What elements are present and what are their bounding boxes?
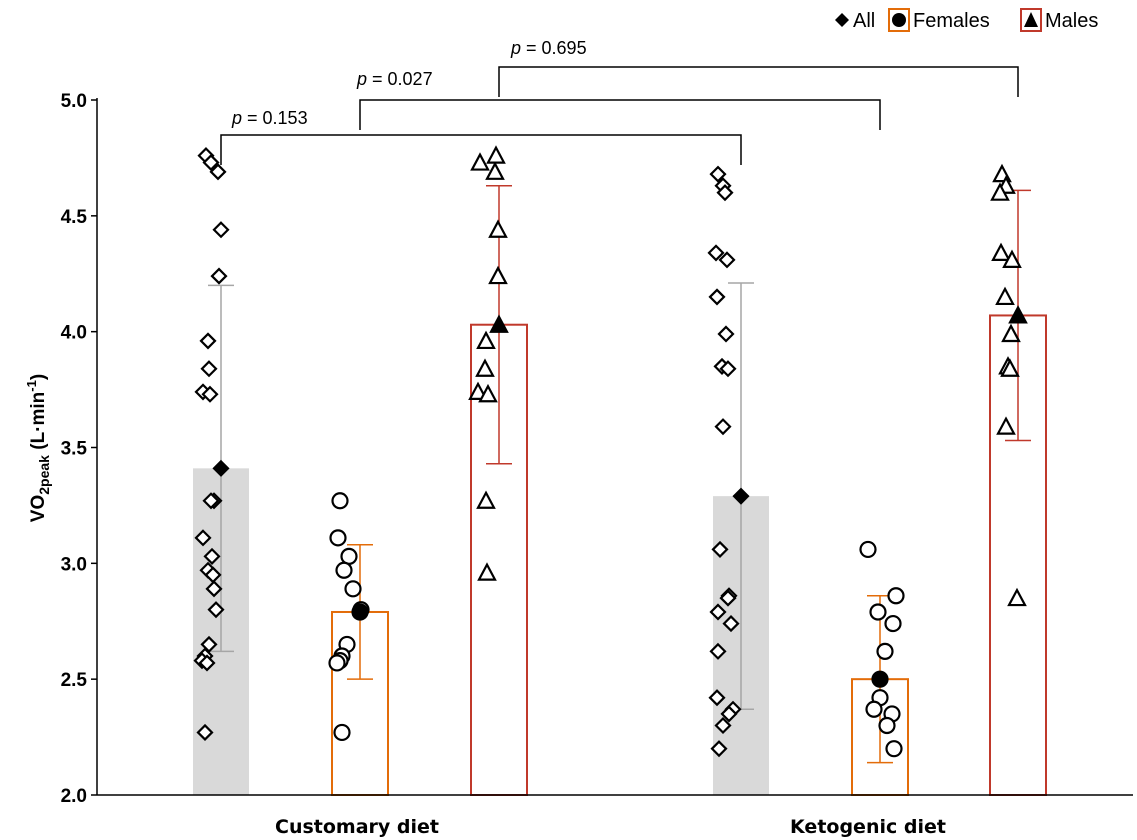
data-point-all-0-20 [198,654,216,672]
data-point-females-1-0 [859,540,877,559]
data-point-all-1-13 [709,603,727,621]
data-point-all-1-10 [711,540,729,558]
y-tick-label-0: 2.0 [61,786,87,807]
pvalue-label-2: p = 0.027 [356,69,433,89]
data-point-males-0-0 [486,145,506,164]
data-point-males-1-5 [995,286,1015,306]
data-point-all-0-2 [209,163,227,181]
bars-layer [193,184,1047,797]
mean-marker-females-1 [871,670,889,688]
data-point-all-1-3 [707,244,725,262]
data-point-females-1-8 [878,716,896,735]
data-point-all-0-3 [212,221,230,239]
data-point-all-0-12 [203,547,221,565]
data-point-females-0-0 [331,492,349,510]
data-point-females-0-3 [335,561,353,579]
data-point-all-1-4 [718,251,736,269]
mean-marker-males-1 [1008,305,1028,324]
data-point-males-0-1 [470,152,490,171]
data-point-all-0-6 [200,360,218,378]
pvalue-label-3: p = 0.695 [510,38,587,58]
data-point-males-1-8 [1000,358,1020,377]
x-tick-label-customary: Customary diet [275,816,439,838]
data-point-all-0-1 [202,153,220,172]
y-tick-label-2: 3.0 [61,554,87,575]
data-point-males-1-6 [1001,323,1021,343]
data-point-males-0-2 [485,161,505,180]
data-point-all-0-10 [202,492,220,510]
data-point-males-1-9 [996,416,1016,435]
data-point-females-1-3 [884,614,902,633]
data-point-females-0-9 [328,654,346,672]
mean-marker-all-0 [212,459,230,477]
y-tick-label-3: 3.5 [61,439,88,460]
legend-label-all: All [853,10,875,32]
data-point-all-1-12 [719,589,737,607]
y-tick-label-1: 2.5 [61,670,88,691]
y-tick-label-5: 4.5 [61,207,88,228]
data-point-males-0-4 [488,265,508,285]
legend: All Females Males [835,8,1098,32]
data-point-all-1-20 [710,740,728,758]
legend-label-females: Females [913,10,990,32]
legend-marker-males [1024,12,1038,27]
mean-marker-females-0 [351,603,369,621]
data-point-males-0-8 [478,383,498,403]
data-point-all-1-18 [720,705,738,723]
data-point-all-0-15 [205,580,223,598]
legend-label-males: Males [1045,10,1098,32]
mean-marker-males-0 [489,314,509,333]
data-point-females-0-10 [333,723,351,742]
data-point-males-1-2 [990,182,1010,201]
data-point-all-0-21 [196,723,214,742]
data-point-all-1-14 [722,615,740,633]
data-point-males-1-3 [991,242,1011,261]
annotations-layer [220,66,1019,165]
y-tick-label-6: 5.0 [61,91,87,112]
x-tick-label-ketogenic: Ketogenic diet [790,816,946,838]
data-point-all-0-11 [194,529,212,547]
significance-bracket-2 [359,99,881,130]
legend-marker-all [835,13,849,27]
data-point-females-1-4 [876,642,894,660]
data-point-females-1-9 [885,740,903,758]
data-point-females-1-1 [887,587,905,605]
data-point-all-1-9 [714,418,732,436]
data-point-all-0-16 [207,601,225,619]
significance-bracket-1 [220,134,742,165]
data-point-males-0-9 [476,490,496,509]
data-point-all-1-8 [719,360,737,378]
data-point-all-1-5 [708,288,726,306]
data-point-all-1-16 [708,689,726,707]
data-point-all-1-15 [709,642,727,660]
data-point-males-1-4 [1002,249,1022,268]
data-point-all-1-0 [709,165,727,183]
data-point-males-0-6 [475,358,495,377]
data-point-males-0-5 [476,330,496,350]
legend-marker-females [892,13,906,27]
y-tick-label-4: 4.0 [61,323,87,344]
pvalue-label-1: p = 0.153 [231,108,308,128]
data-point-females-0-2 [340,547,358,565]
data-point-all-1-6 [717,325,735,343]
data-point-males-0-3 [488,219,508,238]
data-point-females-0-4 [344,580,362,598]
data-point-females-0-1 [329,529,347,547]
data-point-all-0-4 [210,267,228,285]
data-point-all-0-17 [200,635,218,653]
data-point-all-0-5 [199,332,217,350]
data-point-all-1-2 [716,184,734,202]
data-point-all-1-19 [714,716,732,735]
mean-marker-all-1 [732,487,750,505]
data-point-females-1-6 [865,700,883,718]
data-point-males-1-10 [1007,587,1027,607]
data-point-males-0-10 [477,562,497,581]
axes-layer: 2.0 2.5 3.0 3.5 4.0 4.5 5.0 [61,91,1133,807]
y-axis-label: VO2peak (L·min-1) [24,374,52,522]
significance-bracket-3 [498,66,1019,97]
data-point-all-0-8 [201,385,219,403]
data-point-females-1-2 [869,603,887,621]
points-layer [193,145,1028,758]
